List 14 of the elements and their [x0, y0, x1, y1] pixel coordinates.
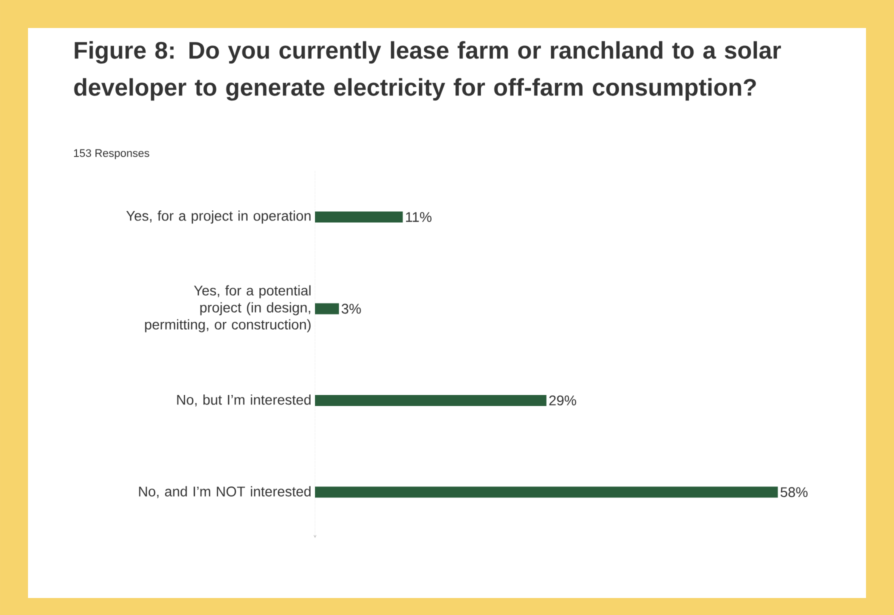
data-label: 58% [780, 487, 808, 498]
bar [315, 303, 339, 314]
data-label: 11% [406, 212, 432, 222]
data-label: 3% [342, 304, 361, 314]
y-tick-label: No, but I’m interested [177, 394, 311, 406]
bar [315, 212, 403, 223]
bar [315, 486, 778, 498]
chart-title: Figure 8: Do you currently lease farm or ranchland to a solar developer to generate electricity for off-farm consumption? [74, 41, 781, 101]
text: 153 Responses [74, 149, 150, 160]
data-label: 29% [549, 395, 576, 406]
y-tick-label: Yes, for a project in operation [126, 210, 311, 224]
bar [315, 394, 546, 406]
y-tick-label: No, and I’m NOT interested [139, 486, 311, 498]
y-tick-label: Yes, for a potential project (in design, permitting, or construction) [145, 285, 311, 332]
